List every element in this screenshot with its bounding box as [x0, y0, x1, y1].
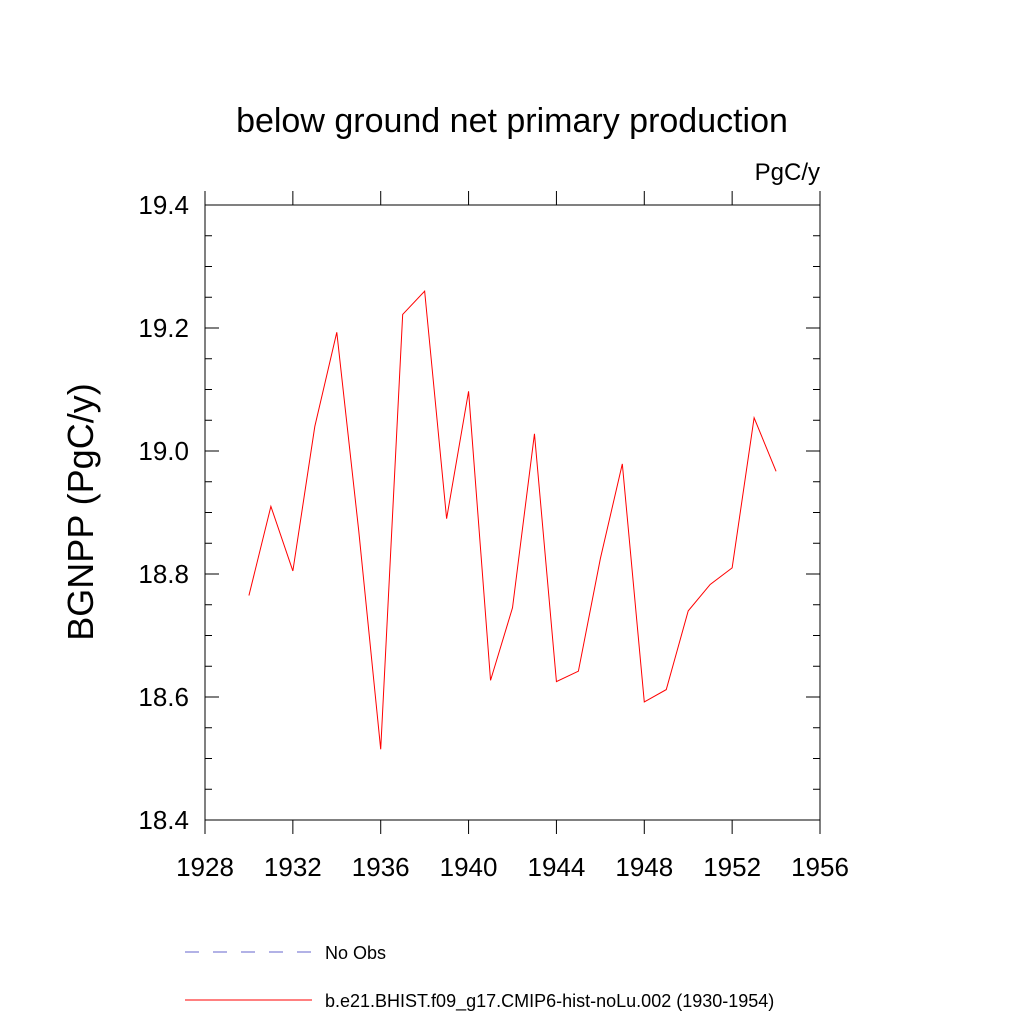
series-line-1 — [248, 289, 777, 750]
units-label: PgC/y — [755, 159, 820, 186]
x-tick-label: 1932 — [264, 852, 322, 882]
x-tick-label: 1952 — [703, 852, 761, 882]
y-axis-label: BGNPP (PgC/y) — [60, 383, 101, 640]
y-tick-label: 19.0 — [138, 436, 189, 466]
x-tick-label: 1940 — [440, 852, 498, 882]
x-tick-label: 1928 — [176, 852, 234, 882]
y-tick-label: 18.8 — [138, 559, 189, 589]
y-tick-label: 18.6 — [138, 682, 189, 712]
legend-label-1: b.e21.BHIST.f09_g17.CMIP6-hist-noLu.002 … — [325, 991, 774, 1012]
x-tick-label: 1944 — [528, 852, 586, 882]
axis-ticks: 18.4 18.6 18.8 19.0 19.2 19.4 1928 1932 1936 1940… — [138, 190, 849, 882]
legend-label-0: No Obs — [325, 943, 386, 963]
chart-title: below ground net primary production — [236, 102, 788, 140]
legend: No Obs b.e21.BHIST.f09_g17.CMIP6-hist-noL… — [185, 943, 774, 1012]
y-tick-label: 18.4 — [138, 805, 189, 835]
plot-frame — [204, 204, 821, 821]
x-tick-label: 1948 — [615, 852, 673, 882]
x-tick-label: 1956 — [791, 852, 849, 882]
series-lines — [248, 289, 777, 750]
y-tick-label: 19.2 — [138, 313, 189, 343]
x-tick-label: 1936 — [352, 852, 410, 882]
y-tick-label: 19.4 — [138, 190, 189, 220]
